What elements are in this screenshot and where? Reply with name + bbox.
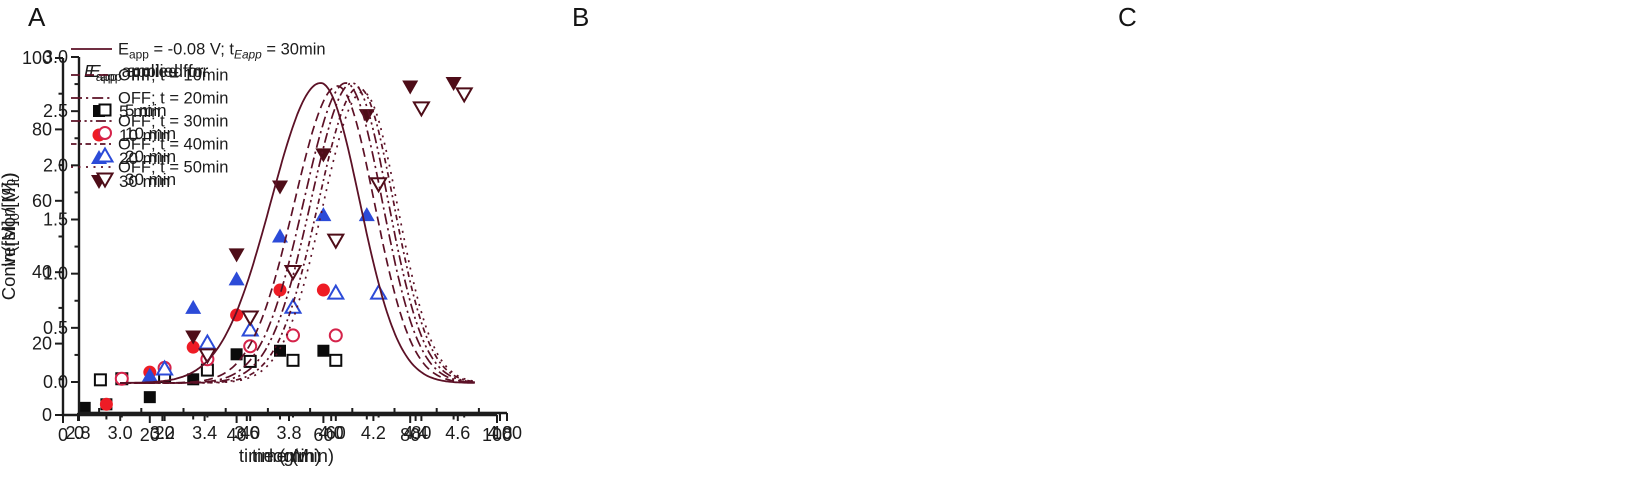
x-tick-label: 4.4 xyxy=(403,423,428,443)
y-tick-label: 80 xyxy=(32,119,52,139)
legend-label: 5 min xyxy=(119,102,161,121)
x-tick-label: 80 xyxy=(411,423,431,443)
tick-labels: 2.8 3.0 3.2 3.4 3.6 3.8 4.0 4.2 4.4 4.6 4.8 xyxy=(65,423,512,443)
y-axis-title: Conversion (%) xyxy=(0,173,19,301)
y-axis-label: ln([M]0/[M]t) xyxy=(0,172,22,266)
x-tick-label: 4.8 xyxy=(487,423,512,443)
panel-a-letter: A xyxy=(28,2,46,32)
panel-b-lnm-chart: 0 20 40 60 80 100 0.0 0.5 1.0 1.5 2.0 2.5 3.0 time (m… xyxy=(0,0,551,480)
x-axis-title: time (min) xyxy=(239,445,321,466)
legend-label: 30 min xyxy=(119,172,170,191)
legend: Eapp applied for 5 min 10 min 20 min 30 min xyxy=(89,61,208,189)
legend-entry-eapp-0-08-v-teapp-30min: Eapp = -0.08 V; tEapp = 30min xyxy=(71,41,326,62)
y-tick-label: 100 xyxy=(22,48,52,68)
legend-label: 30 min xyxy=(125,170,176,189)
y-tick-label: 60 xyxy=(32,191,52,211)
legend-label: OFF; t = 10min xyxy=(118,67,229,85)
series-10-min xyxy=(99,283,330,411)
x-tick-label: 80 xyxy=(400,425,420,445)
tick-labels: 0 20 40 60 80 100 0 20 40 60 80 100 xyxy=(22,48,512,445)
legend-label: 10 min xyxy=(125,124,176,143)
legend-title: Eapp applied for xyxy=(89,61,208,84)
x-tick-label: 3.2 xyxy=(150,423,175,443)
x-tick-label: 3.4 xyxy=(192,423,217,443)
legend-label: OFF; t = 20min xyxy=(118,90,229,108)
curve-off-t-40min xyxy=(120,86,475,384)
legend: Eapp = -0.08 V; tEapp = 30min OFF; t = 10… xyxy=(71,41,326,177)
x-tick-label: 3.0 xyxy=(108,423,133,443)
x-axis-label: logM xyxy=(269,445,309,466)
legend-label: 5 min xyxy=(125,101,167,120)
x-tick-label: 4.0 xyxy=(319,423,344,443)
x-tick-label: 100 xyxy=(482,425,512,445)
legend-entry-5-min: 5 min xyxy=(98,101,167,120)
x-tick-label: 2.8 xyxy=(65,423,90,443)
legend-entry-30-min: 30 min xyxy=(95,170,176,189)
y-tick-label: 1.0 xyxy=(43,264,68,284)
ticks xyxy=(77,408,501,421)
y-tick-label: 0.0 xyxy=(43,372,68,392)
x-tick-label: 3.6 xyxy=(234,423,259,443)
y-tick-label: 0 xyxy=(42,405,52,425)
panel-c-plot: 2.8 3.0 3.2 3.4 3.6 3.8 4.0 4.2 4.4 4.6 4.8 logM Eap… xyxy=(65,41,512,467)
x-tick-label: 20 xyxy=(140,425,160,445)
y-tick-label: 2.5 xyxy=(43,101,68,121)
x-axis-label: time (min) xyxy=(239,445,321,466)
y-tick-label: 1.5 xyxy=(43,210,68,230)
legend-label: 10 min xyxy=(119,126,170,145)
y-tick-label: 2.0 xyxy=(43,155,68,175)
panel-a-plot: 0 20 40 60 80 100 0 20 40 60 80 100 time (min) Conver… xyxy=(0,48,512,466)
tick-labels: 0 20 40 60 80 100 0.0 0.5 1.0 1.5 2.0 2.5 3.0 xyxy=(43,47,522,443)
x-tick-label: 20 xyxy=(155,423,175,443)
legend-entry-off-t-20min: OFF; t = 20min xyxy=(71,90,229,108)
x-axis-title: logM xyxy=(269,445,309,466)
panel-b-plot: 0 20 40 60 80 100 0.0 0.5 1.0 1.5 2.0 2.5 3.0 time (m… xyxy=(0,47,522,466)
legend-label: OFF; t = 40min xyxy=(118,136,229,154)
x-tick-label: 60 xyxy=(326,423,346,443)
legend-entry-10-min: 10 min xyxy=(98,124,176,143)
x-tick-label: 0 xyxy=(74,423,84,443)
x-tick-label: 40 xyxy=(240,423,260,443)
gpc-curves xyxy=(120,82,475,384)
y-tick-label: 40 xyxy=(32,262,52,282)
y-tick-label: 0.5 xyxy=(43,318,68,338)
legend-entry-off-t-40min: OFF; t = 40min xyxy=(71,136,229,154)
legend-title: Eapp applied for xyxy=(84,61,203,84)
panel-b-letter: B xyxy=(572,2,590,32)
panel-c-gpc-chart: 2.8 3.0 3.2 3.4 3.6 3.8 4.0 4.2 4.4 4.6 4.8 logM Eap… xyxy=(0,0,551,480)
x-tick-label: 100 xyxy=(492,423,522,443)
legend-entry-20-min: 20 min xyxy=(95,146,176,166)
legend-label: 20 min xyxy=(119,149,170,168)
panel-a-conversion-chart: 0 20 40 60 80 100 0 20 40 60 80 100 time (min) Conver… xyxy=(0,0,551,480)
curve-off-t-50min xyxy=(120,91,475,384)
x-tick-label: 0 xyxy=(58,425,68,445)
x-axis-label: time (min) xyxy=(252,445,334,466)
x-axis-title: time (min) xyxy=(252,445,334,466)
legend-label: 20 min xyxy=(125,147,176,166)
legend-label: Eapp = -0.08 V; tEapp = 30min xyxy=(118,41,326,62)
legend-label: OFF; t = 30min xyxy=(118,113,229,131)
x-tick-label: 3.8 xyxy=(276,423,301,443)
curve-eapp-0-08-v-teapp-30min xyxy=(120,82,475,384)
legend-entry-off-t-10min: OFF; t = 10min xyxy=(71,67,229,85)
legend-label: OFF; t = 50min xyxy=(118,159,229,177)
x-tick-label: 4.6 xyxy=(445,423,470,443)
ticks xyxy=(55,57,498,423)
series-30-min xyxy=(198,87,474,365)
legend-entry-off-t-30min: OFF; t = 30min xyxy=(71,113,229,131)
curve-off-t-10min xyxy=(120,85,475,384)
x-tick-label: 40 xyxy=(227,425,247,445)
y-axis-label: Conversion (%) xyxy=(0,173,19,301)
x-tick-label: 4.2 xyxy=(361,423,386,443)
y-tick-label: 3.0 xyxy=(43,47,68,67)
legend-entry-off-t-50min: OFF; t = 50min xyxy=(71,159,229,177)
y-tick-label: 20 xyxy=(32,334,52,354)
x-tick-label: 60 xyxy=(313,425,333,445)
panel-c-letter: C xyxy=(1118,2,1137,32)
y-axis-title: ln([M]0/[M]t) xyxy=(0,172,22,266)
